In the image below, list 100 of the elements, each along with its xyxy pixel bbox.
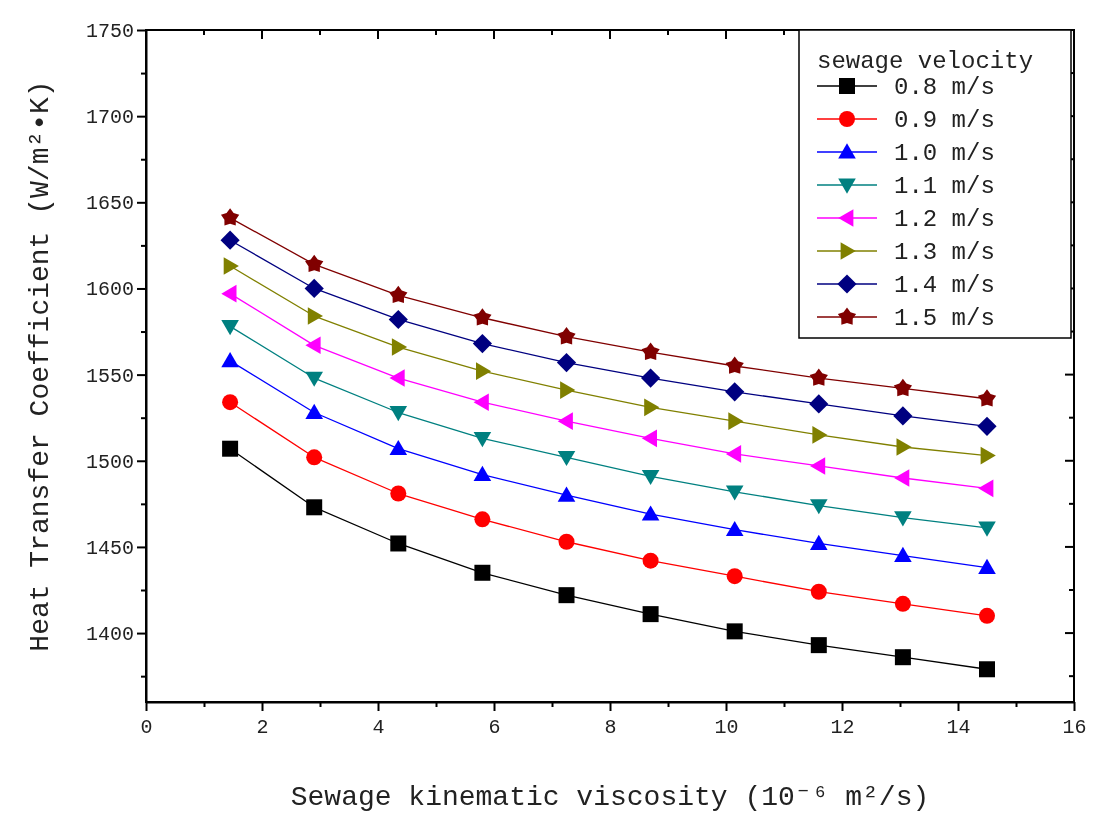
point	[894, 469, 910, 487]
legend-label: 0.8 m/s	[894, 74, 995, 101]
point	[810, 499, 828, 515]
legend-label: 1.2 m/s	[894, 206, 995, 233]
point	[894, 511, 912, 527]
point	[222, 440, 239, 457]
point	[809, 394, 829, 414]
point	[725, 485, 744, 501]
point	[222, 394, 239, 411]
point	[221, 319, 239, 336]
point	[473, 308, 492, 326]
point	[220, 230, 240, 250]
point	[810, 583, 827, 600]
point	[642, 606, 659, 623]
point	[977, 389, 997, 407]
point	[894, 546, 912, 562]
point	[391, 338, 408, 356]
point	[473, 431, 492, 448]
y-axis-title: Heat Transfer Coefficient (W/m²•K)	[25, 80, 56, 652]
legend-label: 0.9 m/s	[894, 107, 995, 134]
point	[474, 564, 491, 581]
point	[725, 520, 744, 537]
point	[725, 356, 744, 374]
point	[472, 334, 492, 354]
legend-title: sewage velocity	[817, 48, 1034, 75]
y-tick-label: 1450	[85, 536, 134, 560]
point	[557, 450, 576, 467]
point	[810, 534, 828, 550]
point	[809, 368, 828, 386]
y-tick-label: 1500	[85, 450, 134, 474]
point	[644, 398, 660, 417]
y-tick-label: 1550	[85, 364, 134, 388]
point	[725, 382, 745, 402]
point	[810, 637, 827, 654]
point	[641, 342, 660, 360]
point	[304, 278, 324, 299]
point	[726, 568, 743, 585]
x-tick-label: 2	[256, 716, 269, 739]
point	[728, 412, 744, 430]
point	[305, 254, 324, 273]
point	[978, 558, 996, 574]
point	[726, 623, 743, 640]
point	[389, 285, 408, 304]
point	[389, 369, 405, 387]
point	[725, 445, 742, 463]
legend-label: 1.1 m/s	[894, 173, 995, 200]
point	[221, 352, 239, 368]
point	[557, 412, 573, 430]
point	[641, 505, 660, 521]
point	[474, 511, 491, 528]
point	[980, 446, 996, 465]
y-tick-label: 1650	[85, 192, 134, 216]
point	[305, 371, 323, 387]
point	[305, 403, 323, 419]
point	[473, 393, 489, 411]
point	[558, 533, 575, 550]
x-tick-label: 14	[946, 716, 971, 739]
point	[558, 587, 575, 604]
x-tick-label: 8	[604, 716, 617, 739]
point	[389, 406, 408, 422]
x-tick-label: 16	[1062, 716, 1087, 739]
x-tick-label: 4	[372, 716, 385, 739]
point	[389, 439, 408, 456]
point	[390, 485, 407, 502]
y-tick-label: 1400	[85, 622, 134, 646]
point	[307, 307, 323, 325]
point	[557, 327, 576, 345]
point	[893, 378, 913, 397]
point	[812, 426, 828, 444]
y-tick-label: 1600	[85, 278, 134, 302]
x-axis-title: Sewage kinematic viscosity (10⁻⁶ m²/s)	[290, 782, 930, 813]
y-tick-label: 1700	[85, 106, 134, 130]
x-tick-label: 6	[488, 716, 501, 739]
point	[556, 352, 577, 373]
x-tick-label: 12	[830, 716, 855, 739]
point	[978, 521, 996, 537]
point	[557, 486, 576, 502]
point	[978, 479, 994, 498]
point	[473, 465, 492, 481]
point	[977, 416, 997, 436]
point	[306, 449, 323, 466]
point	[560, 381, 576, 399]
point	[896, 438, 912, 456]
point	[979, 661, 995, 678]
point	[388, 309, 408, 330]
y-tick-label: 1750	[85, 19, 134, 43]
point	[894, 595, 911, 612]
point	[810, 457, 826, 475]
point	[476, 362, 492, 380]
point	[979, 607, 995, 624]
point	[893, 406, 913, 426]
point	[642, 552, 659, 569]
point	[390, 535, 407, 552]
legend-label: 1.3 m/s	[894, 239, 995, 266]
x-tick-label: 0	[140, 716, 153, 739]
point	[305, 336, 321, 355]
legend-label: 1.5 m/s	[894, 305, 995, 332]
point	[221, 284, 237, 303]
x-tick-label: 10	[714, 716, 739, 739]
legend-label: 1.0 m/s	[894, 140, 995, 167]
